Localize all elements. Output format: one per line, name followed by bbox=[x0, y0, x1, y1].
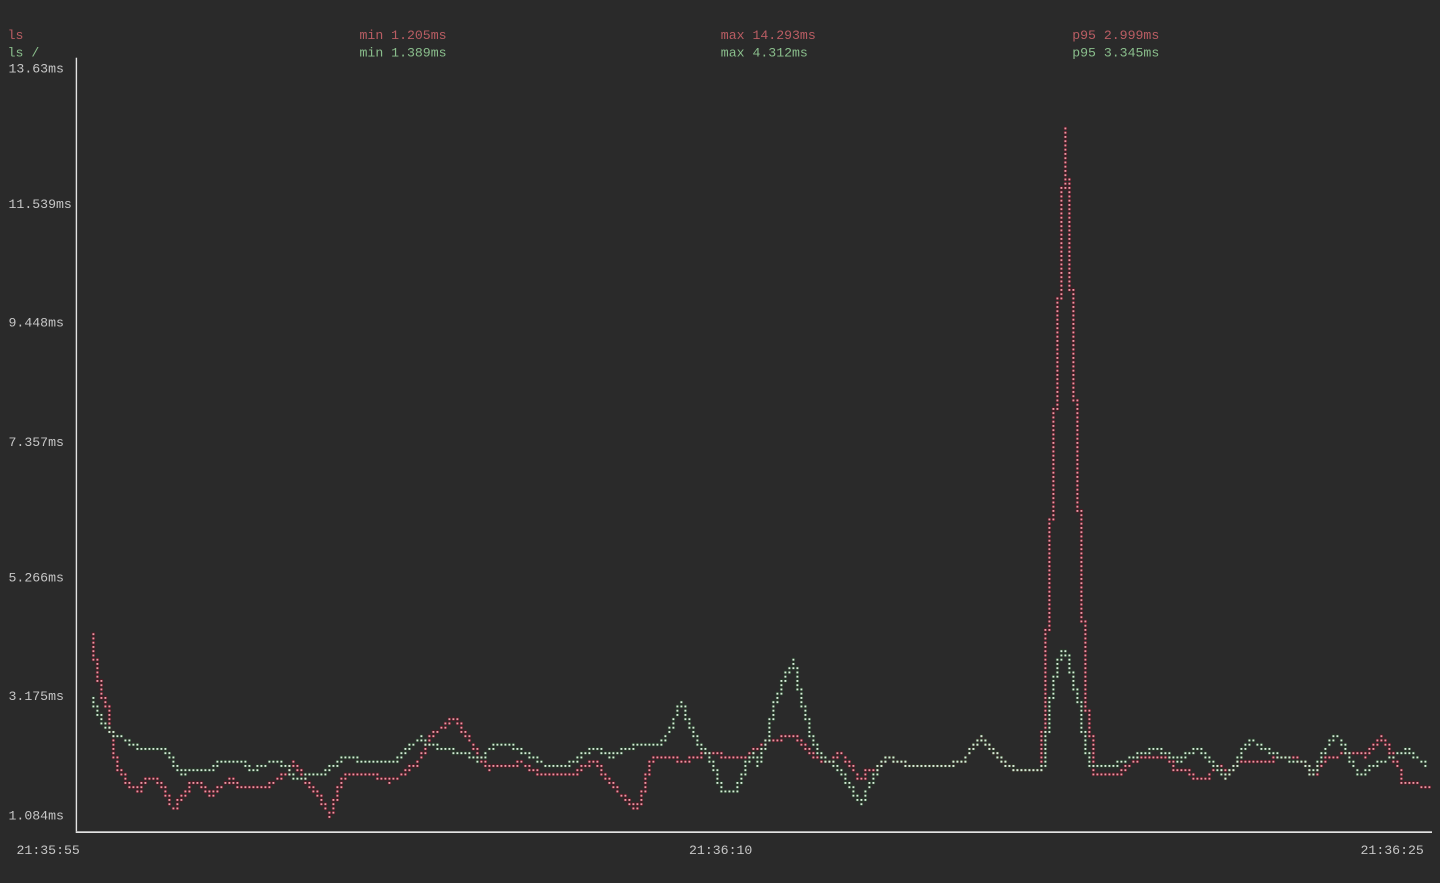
svg-text:min 1.389ms: min 1.389ms bbox=[360, 45, 447, 60]
svg-text:p95 3.345ms: p95 3.345ms bbox=[1072, 45, 1159, 60]
svg-text:21:36:25: 21:36:25 bbox=[1361, 843, 1424, 858]
svg-text:1.084ms: 1.084ms bbox=[9, 809, 64, 824]
svg-text:max 14.293ms: max 14.293ms bbox=[721, 28, 816, 43]
svg-text:11.539ms: 11.539ms bbox=[9, 197, 72, 212]
svg-text:7.357ms: 7.357ms bbox=[9, 435, 64, 450]
svg-text:13.63ms: 13.63ms bbox=[9, 61, 64, 76]
svg-text:p95 2.999ms: p95 2.999ms bbox=[1072, 28, 1159, 43]
svg-text:min 1.205ms: min 1.205ms bbox=[360, 28, 447, 43]
svg-text:9.448ms: 9.448ms bbox=[9, 316, 64, 331]
svg-text:21:36:10: 21:36:10 bbox=[689, 843, 752, 858]
svg-text:5.266ms: 5.266ms bbox=[9, 571, 64, 586]
svg-text:ls /: ls / bbox=[8, 45, 40, 60]
svg-text:21:35:55: 21:35:55 bbox=[17, 843, 80, 858]
svg-text:max 4.312ms: max 4.312ms bbox=[721, 45, 808, 60]
svg-text:3.175ms: 3.175ms bbox=[9, 689, 64, 704]
svg-text:ls: ls bbox=[8, 28, 24, 43]
